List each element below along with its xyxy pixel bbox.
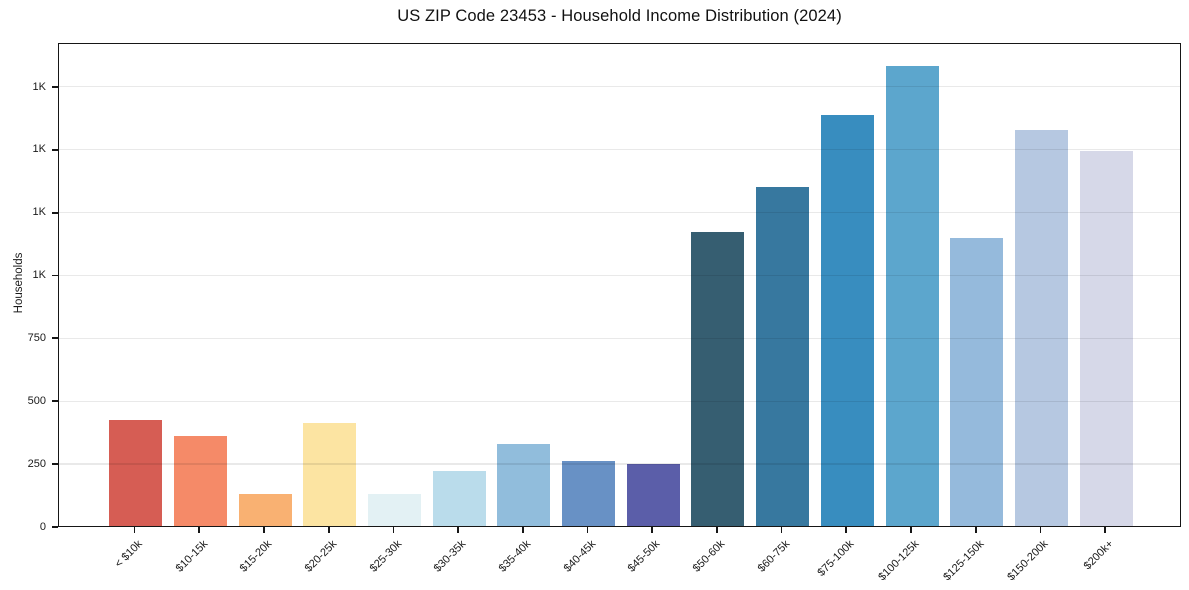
y-tick-mark: [52, 274, 58, 277]
x-tick-label: $125-150k: [940, 538, 987, 584]
bar: [367, 493, 421, 526]
y-tick-label: 1K: [32, 80, 46, 93]
bar: [1079, 150, 1133, 526]
y-tick-label: 500: [27, 394, 46, 407]
gridline: [59, 212, 1180, 214]
bar: [756, 187, 810, 526]
y-tick-label: 250: [27, 457, 46, 470]
y-tick-mark: [52, 337, 58, 340]
x-tick-mark: [198, 527, 201, 533]
y-tick-mark: [52, 148, 58, 151]
x-tick-label: $200k+: [1081, 538, 1116, 573]
x-tick-mark: [263, 527, 265, 533]
bar: [626, 464, 680, 526]
bar: [303, 422, 357, 526]
gridline: [59, 337, 1180, 339]
bar: [1014, 130, 1068, 526]
plot-area: [58, 43, 1181, 527]
x-tick-label: $10-15k: [173, 538, 210, 575]
x-tick-label: $35-40k: [496, 538, 534, 575]
y-tick-label: 1K: [32, 143, 46, 156]
x-tick-mark: [1104, 527, 1106, 533]
x-tick-label: $15-20k: [237, 538, 275, 575]
y-tick-label: 1K: [32, 269, 46, 282]
x-tick-mark: [780, 527, 783, 533]
x-tick-label: < $10k: [113, 538, 146, 571]
chart-title: US ZIP Code 23453 - Household Income Dis…: [397, 7, 842, 25]
bar: [432, 470, 486, 526]
x-tick-mark: [457, 527, 459, 533]
x-tick-label: $45-50k: [626, 538, 663, 575]
x-tick-label: $20-25k: [302, 538, 340, 575]
x-tick-label: $50-60k: [690, 538, 728, 575]
y-tick-mark: [52, 211, 58, 214]
bar: [562, 461, 615, 526]
y-tick-label: 0: [39, 520, 46, 533]
bar: [497, 444, 551, 526]
bar: [173, 436, 227, 526]
x-tick-label: $150-200k: [1005, 538, 1051, 584]
x-tick-label: $30-35k: [431, 538, 469, 575]
x-tick-mark: [521, 527, 524, 533]
x-tick-mark: [845, 527, 848, 533]
y-tick-mark: [52, 463, 58, 465]
x-tick-label: $100-125k: [876, 538, 922, 584]
x-tick-mark: [974, 527, 977, 533]
x-tick-mark: [910, 527, 912, 533]
gridline: [59, 463, 1180, 465]
bar: [885, 65, 939, 526]
x-tick-mark: [1039, 527, 1042, 533]
y-tick-label: 750: [27, 331, 46, 344]
x-tick-label: $60-75k: [755, 538, 793, 575]
y-tick-mark: [52, 86, 58, 88]
x-tick-mark: [586, 527, 589, 533]
y-tick-label: 1K: [32, 206, 46, 219]
gridline: [59, 400, 1180, 402]
x-tick-mark: [651, 527, 654, 533]
bar: [691, 231, 745, 526]
gridline: [59, 86, 1180, 88]
x-tick-label: $75-100k: [815, 538, 857, 579]
y-axis-label: Households: [13, 252, 25, 314]
y-tick-mark: [52, 400, 58, 403]
bar: [238, 493, 292, 526]
x-tick-label: $25-30k: [367, 538, 404, 575]
y-tick-mark: [52, 526, 58, 528]
x-tick-mark: [716, 527, 718, 533]
x-tick-mark: [327, 527, 330, 533]
bar: [109, 419, 163, 526]
gridline: [59, 149, 1180, 151]
x-tick-label: $40-45k: [561, 538, 598, 575]
bar: [820, 115, 874, 526]
bar: [950, 237, 1004, 526]
x-tick-mark: [392, 527, 395, 533]
x-tick-mark: [133, 527, 136, 533]
gridline: [59, 274, 1180, 277]
